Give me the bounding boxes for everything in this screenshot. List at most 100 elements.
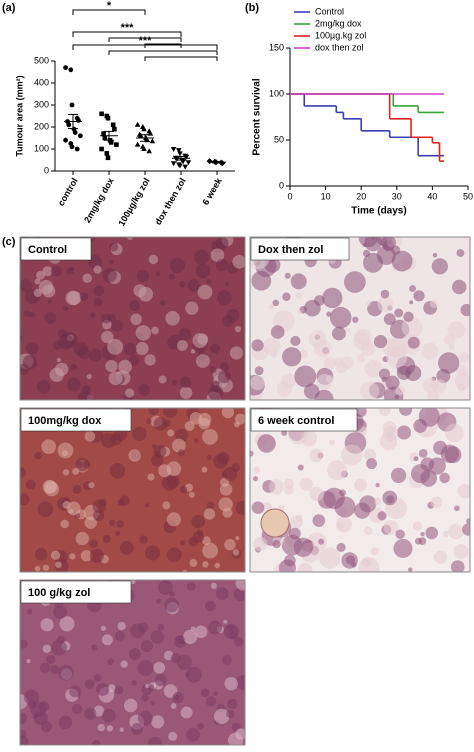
tissue-cell [119,727,125,732]
y-tick-label: 150 [269,42,284,52]
tissue-cell [42,479,57,494]
tissue-cell [284,485,294,495]
point [141,146,147,151]
tissue-cell [60,519,69,529]
tissue-cell [219,483,233,496]
tissue-cell [453,543,469,559]
tissue-cell [218,497,233,512]
tissue-cell [442,530,449,537]
tissue-cell [380,289,390,299]
tissue-cell [165,311,180,326]
tissue-cell [234,326,242,333]
point [69,144,75,150]
tissue-cell [135,325,151,341]
tissue-cell [409,285,416,292]
tissue-cell [378,368,391,380]
tissue-cell [69,266,75,272]
tissue-cell [92,509,105,522]
tissue-cell [226,308,240,323]
tissue-cell [163,408,178,419]
image-label: 6 week control [258,415,334,427]
tissue-cell [50,550,61,561]
tissue-cell [396,425,412,440]
tissue-cell [100,625,107,631]
tissue-cell [217,370,231,384]
x-tick-label: 0 [287,191,292,201]
tissue-cell [418,537,427,545]
tissue-cell [109,259,114,265]
tissue-cell [395,385,406,396]
tissue-cell [210,248,225,262]
legend-label: Control [315,6,344,16]
tissue-cell [439,472,450,484]
tissue-cell [36,270,46,280]
tissue-cell [216,290,232,306]
tissue-cell [128,449,141,462]
tissue-cell [20,735,29,745]
tissue-cell [326,311,332,317]
tissue-cell [462,523,470,536]
tissue-cell [450,560,465,572]
point [66,122,72,128]
tissue-cell [208,385,224,400]
tissue-cell [223,466,238,482]
tissue-cell [440,444,460,464]
frame [249,236,471,401]
tissue-cell [203,508,216,520]
tissue-cell [114,630,125,641]
tissue-cell [177,449,185,457]
tissue-cell [323,357,336,370]
tissue-cell [89,312,96,319]
tissue-cell [35,548,48,561]
tissue-cell [168,731,178,741]
tissue-cell [335,516,353,533]
tissue-cell [41,439,57,454]
tissue-cell [447,321,466,339]
tissue-cell [135,342,149,356]
tissue-cell [147,736,163,745]
tissue-cell [297,464,304,471]
tissue-cell [20,335,23,341]
significance: * [107,0,112,12]
tissue-cell [229,346,244,360]
tissue-cell [40,618,54,632]
tissue-cell [153,661,166,674]
tissue-cell [359,495,377,513]
tissue-cell [268,303,275,310]
tissue-cell [164,597,180,613]
point [104,151,110,156]
tissue-cell [204,600,216,612]
tissue-cell [334,496,356,518]
point [182,164,188,170]
tissue-cell [23,689,40,706]
tissue-cell [130,623,145,639]
tissue-cell [395,529,405,539]
tissue-cell [282,292,291,301]
tissue-cell [105,359,118,373]
panel-label: (c) [2,236,16,248]
tissue-cell [128,355,140,366]
tissue-cell [77,391,94,400]
bracket [72,9,146,15]
tissue-cell [148,254,159,265]
tissue-cell [282,347,302,367]
tissue-cell [362,242,367,247]
point [78,133,83,139]
x-tick-label: 2mg/kg dox [82,176,116,224]
tissue-cell [46,654,56,664]
image-label: 100 g/kg zol [28,587,90,599]
tissue-cell [299,477,313,491]
point [114,142,119,147]
point [105,115,111,121]
tissue-cell [148,408,160,416]
tissue-cell [229,631,238,640]
tissue-cell [251,270,272,291]
tissue-cell [42,266,53,277]
tissue-cell [208,620,223,635]
tissue-cell [223,619,228,624]
tissue-cell [375,482,380,488]
tissue-cell [444,334,455,346]
tissue-cell [251,339,264,352]
y-tick-label: 200 [34,121,49,131]
point [176,148,182,154]
